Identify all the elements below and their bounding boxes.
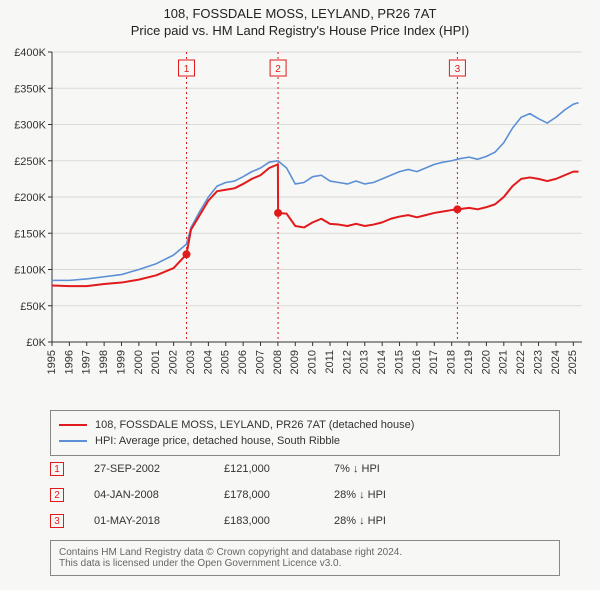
marker-date: 01-MAY-2018 [94, 515, 224, 527]
legend-row: HPI: Average price, detached house, Sout… [59, 433, 551, 449]
svg-text:2009: 2009 [289, 350, 301, 374]
svg-text:2019: 2019 [463, 350, 475, 374]
legend: 108, FOSSDALE MOSS, LEYLAND, PR26 7AT (d… [50, 410, 560, 456]
markers-table: 1 27-SEP-2002 £121,000 7% ↓ HPI 2 04-JAN… [50, 456, 560, 534]
marker-diff: 28% ↓ HPI [334, 489, 454, 501]
svg-text:2010: 2010 [307, 350, 319, 374]
svg-text:1997: 1997 [81, 350, 93, 374]
svg-text:1999: 1999 [115, 350, 127, 374]
marker-row: 1 27-SEP-2002 £121,000 7% ↓ HPI [50, 456, 560, 482]
svg-text:2005: 2005 [220, 350, 232, 374]
marker-badge: 1 [50, 462, 64, 476]
title-sub: Price paid vs. HM Land Registry's House … [0, 23, 600, 38]
svg-text:2020: 2020 [480, 350, 492, 374]
svg-text:2021: 2021 [498, 350, 510, 374]
svg-text:2025: 2025 [567, 350, 579, 374]
svg-text:2001: 2001 [150, 350, 162, 374]
svg-text:2: 2 [275, 64, 281, 75]
marker-row: 2 04-JAN-2008 £178,000 28% ↓ HPI [50, 482, 560, 508]
marker-badge: 3 [50, 514, 64, 528]
legend-swatch [59, 424, 87, 426]
marker-date: 27-SEP-2002 [94, 463, 224, 475]
svg-text:2000: 2000 [133, 350, 145, 374]
marker-diff: 7% ↓ HPI [334, 463, 454, 475]
svg-text:£200K: £200K [14, 192, 46, 204]
chart-svg: £0K £50K £100K £150K £200K £250K £300K £350K £40… [0, 42, 600, 402]
svg-text:2015: 2015 [393, 350, 405, 374]
svg-text:2016: 2016 [411, 350, 423, 374]
chart-area: £0K £50K £100K £150K £200K £250K £300K £350K £40… [0, 42, 600, 402]
svg-text:£250K: £250K [14, 156, 46, 168]
titles: 108, FOSSDALE MOSS, LEYLAND, PR26 7AT Pr… [0, 0, 600, 38]
attribution-line: Contains HM Land Registry data © Crown c… [59, 547, 551, 558]
svg-text:2018: 2018 [446, 350, 458, 374]
svg-text:1996: 1996 [63, 350, 75, 374]
svg-text:2004: 2004 [202, 350, 214, 374]
legend-label: HPI: Average price, detached house, Sout… [95, 435, 340, 447]
svg-text:1998: 1998 [98, 350, 110, 374]
attribution: Contains HM Land Registry data © Crown c… [50, 540, 560, 576]
marker-badge: 2 [50, 488, 64, 502]
legend-label: 108, FOSSDALE MOSS, LEYLAND, PR26 7AT (d… [95, 419, 414, 431]
svg-text:£50K: £50K [20, 301, 46, 313]
svg-text:£400K: £400K [14, 47, 46, 59]
svg-text:2023: 2023 [532, 350, 544, 374]
svg-text:2012: 2012 [341, 350, 353, 374]
svg-text:3: 3 [455, 64, 461, 75]
attribution-line: This data is licensed under the Open Gov… [59, 558, 551, 569]
legend-swatch [59, 440, 87, 442]
svg-text:2007: 2007 [254, 350, 266, 374]
svg-text:2022: 2022 [515, 350, 527, 374]
svg-text:2024: 2024 [550, 350, 562, 374]
svg-text:£150K: £150K [14, 228, 46, 240]
chart-container: 108, FOSSDALE MOSS, LEYLAND, PR26 7AT Pr… [0, 0, 600, 590]
svg-text:2003: 2003 [185, 350, 197, 374]
svg-text:2014: 2014 [376, 350, 388, 374]
svg-text:2013: 2013 [359, 350, 371, 374]
svg-text:£350K: £350K [14, 83, 46, 95]
svg-text:1: 1 [184, 64, 190, 75]
marker-price: £178,000 [224, 489, 334, 501]
svg-text:1995: 1995 [46, 350, 58, 374]
svg-text:£0K: £0K [26, 337, 46, 349]
svg-text:2011: 2011 [324, 350, 336, 374]
legend-row: 108, FOSSDALE MOSS, LEYLAND, PR26 7AT (d… [59, 417, 551, 433]
svg-text:2008: 2008 [272, 350, 284, 374]
marker-diff: 28% ↓ HPI [334, 515, 454, 527]
marker-row: 3 01-MAY-2018 £183,000 28% ↓ HPI [50, 508, 560, 534]
svg-text:£300K: £300K [14, 120, 46, 132]
title-main: 108, FOSSDALE MOSS, LEYLAND, PR26 7AT [0, 6, 600, 21]
marker-price: £121,000 [224, 463, 334, 475]
marker-date: 04-JAN-2008 [94, 489, 224, 501]
svg-text:£100K: £100K [14, 265, 46, 277]
svg-text:2006: 2006 [237, 350, 249, 374]
svg-text:2017: 2017 [428, 350, 440, 374]
marker-price: £183,000 [224, 515, 334, 527]
svg-text:2002: 2002 [168, 350, 180, 374]
